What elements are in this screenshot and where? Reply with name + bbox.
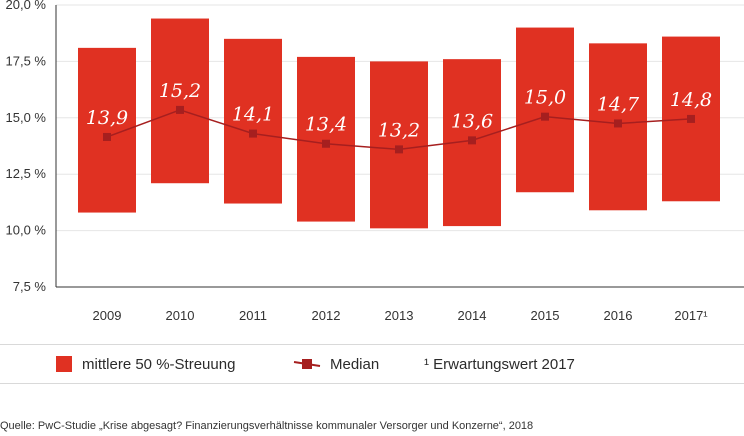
median-value-label: 13,9 (86, 107, 128, 129)
x-tick-label: 2015 (531, 308, 560, 323)
x-tick-label: 2014 (458, 308, 487, 323)
median-marker (687, 114, 695, 123)
median-labels: 13,9 15,2 14,1 13,4 13,2 13,6 15,0 14,7 14,8 (86, 80, 712, 141)
y-tick-label: 20,0 % (6, 0, 47, 12)
y-tick-label: 7,5 % (13, 279, 47, 294)
median-value-label: 14,8 (670, 89, 712, 111)
median-value-label: 15,0 (524, 87, 566, 109)
legend: mittlere 50 %-Streuung Median ¹ Erwartun… (0, 344, 744, 384)
median-value-label: 13,4 (305, 114, 347, 136)
median-value-label: 13,6 (451, 110, 493, 132)
legend-note-text: ¹ Erwartungswert 2017 (424, 355, 575, 373)
legend-item-band: mittlere 50 %-Streuung (56, 345, 235, 383)
median-value-label: 14,1 (232, 104, 274, 126)
median-marker (541, 112, 549, 121)
x-tick-label: 2009 (93, 308, 122, 323)
median-value-label: 15,2 (159, 80, 201, 102)
x-tick-label: 2011 (239, 308, 267, 323)
median-marker (468, 136, 476, 145)
x-tick-label: 2010 (166, 308, 195, 323)
band-bars (78, 18, 720, 229)
x-tick-labels: 2009 2010 2011 2012 2013 2014 2015 2016 2017¹ (93, 308, 709, 323)
axes (55, 5, 744, 288)
legend-item-median: Median (292, 345, 379, 383)
source-note: Quelle: PwC-Studie „Krise abgesagt? Fina… (0, 420, 534, 432)
band-bar (297, 56, 355, 222)
median-marker (614, 119, 622, 128)
median-marker (249, 129, 257, 138)
legend-band-label: mittlere 50 %-Streuung (82, 355, 236, 373)
y-tick-label: 12,5 % (6, 166, 47, 181)
median-value-label: 13,2 (378, 119, 420, 141)
y-tick-label: 15,0 % (6, 110, 47, 125)
median-value-label: 14,7 (597, 93, 640, 115)
y-tick-label: 17,5 % (6, 53, 47, 68)
band-bar (370, 61, 428, 229)
median-marker (395, 145, 403, 154)
x-tick-label: 2017¹ (674, 308, 708, 323)
y-tick-label: 10,0 % (6, 223, 47, 238)
x-tick-label: 2012 (312, 308, 341, 323)
band-bar (224, 38, 282, 204)
band-swatch-icon (56, 356, 72, 372)
chart: 13,9 15,2 14,1 13,4 13,2 13,6 15,0 14,7 14,8 7,5… (6, 0, 744, 323)
median-marker (176, 105, 184, 114)
band-bar (151, 18, 209, 184)
x-tick-label: 2016 (604, 308, 633, 323)
median-line-icon (293, 359, 321, 369)
band-bar (516, 27, 574, 193)
median-marker (322, 139, 330, 148)
median-line (103, 105, 695, 154)
legend-median-label: Median (330, 355, 380, 373)
x-tick-label: 2013 (385, 308, 414, 323)
y-tick-labels: 7,5 % 10,0 % 12,5 % 15,0 % 17,5 % 20,0 % (6, 0, 47, 294)
legend-note: ¹ Erwartungswert 2017 (424, 345, 575, 383)
median-marker (103, 132, 111, 141)
